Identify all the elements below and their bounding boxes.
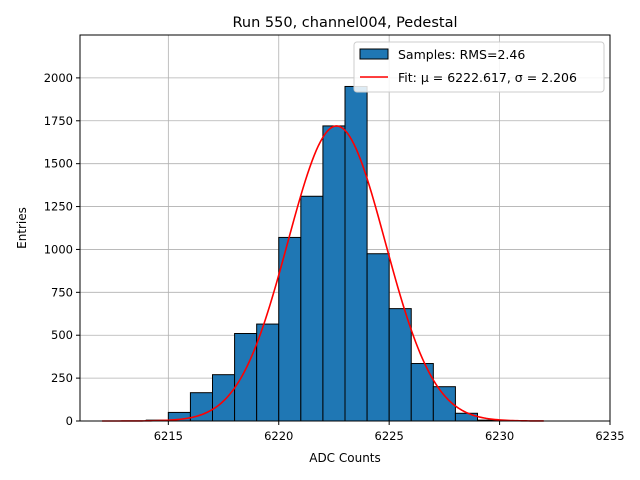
histogram-bar	[234, 333, 258, 422]
chart-title: Run 550, channel004, Pedestal	[232, 15, 457, 31]
histogram-bar	[410, 363, 434, 422]
legend-label-fit: Fit: μ = 6222.617, σ = 2.206	[398, 70, 577, 85]
y-tick-label: 2000	[44, 71, 73, 85]
x-tick-label: 6235	[595, 429, 624, 443]
histogram-bar	[454, 412, 478, 422]
x-axis-label: ADC Counts	[309, 451, 381, 465]
legend-swatch-histogram	[359, 48, 389, 60]
x-tick-label: 6225	[375, 429, 404, 443]
x-tick-label: 6215	[154, 429, 183, 443]
y-axis-label: Entries	[15, 207, 29, 249]
y-axis: 0 250 500 750 1000 1250 1500 1750 2000	[44, 71, 80, 428]
legend: Samples: RMS=2.46 Fit: μ = 6222.617, σ =…	[353, 41, 605, 93]
x-axis: 6215 6220 6225 6230 6235	[154, 421, 625, 443]
histogram-bar	[256, 323, 280, 422]
y-tick-label: 250	[51, 371, 73, 385]
histogram-bar	[366, 253, 390, 422]
histogram-bar	[344, 85, 368, 422]
plot-frame	[79, 34, 611, 422]
y-tick-label: 750	[51, 285, 73, 299]
histogram-bar	[322, 125, 346, 422]
y-tick-label: 1750	[44, 114, 73, 128]
x-tick-label: 6220	[264, 429, 293, 443]
y-tick-label: 0	[66, 414, 73, 428]
legend-box	[353, 41, 605, 93]
histogram-bar	[300, 195, 324, 422]
x-tick-label: 6230	[485, 429, 514, 443]
y-tick-label: 1500	[44, 157, 73, 171]
y-tick-label: 1250	[44, 200, 73, 214]
histogram-bar	[388, 308, 412, 422]
y-tick-label: 500	[51, 328, 73, 342]
histogram-bar	[212, 374, 236, 422]
legend-label-histogram: Samples: RMS=2.46	[398, 47, 525, 62]
y-tick-label: 1000	[44, 242, 73, 256]
fit-curve	[102, 125, 544, 422]
